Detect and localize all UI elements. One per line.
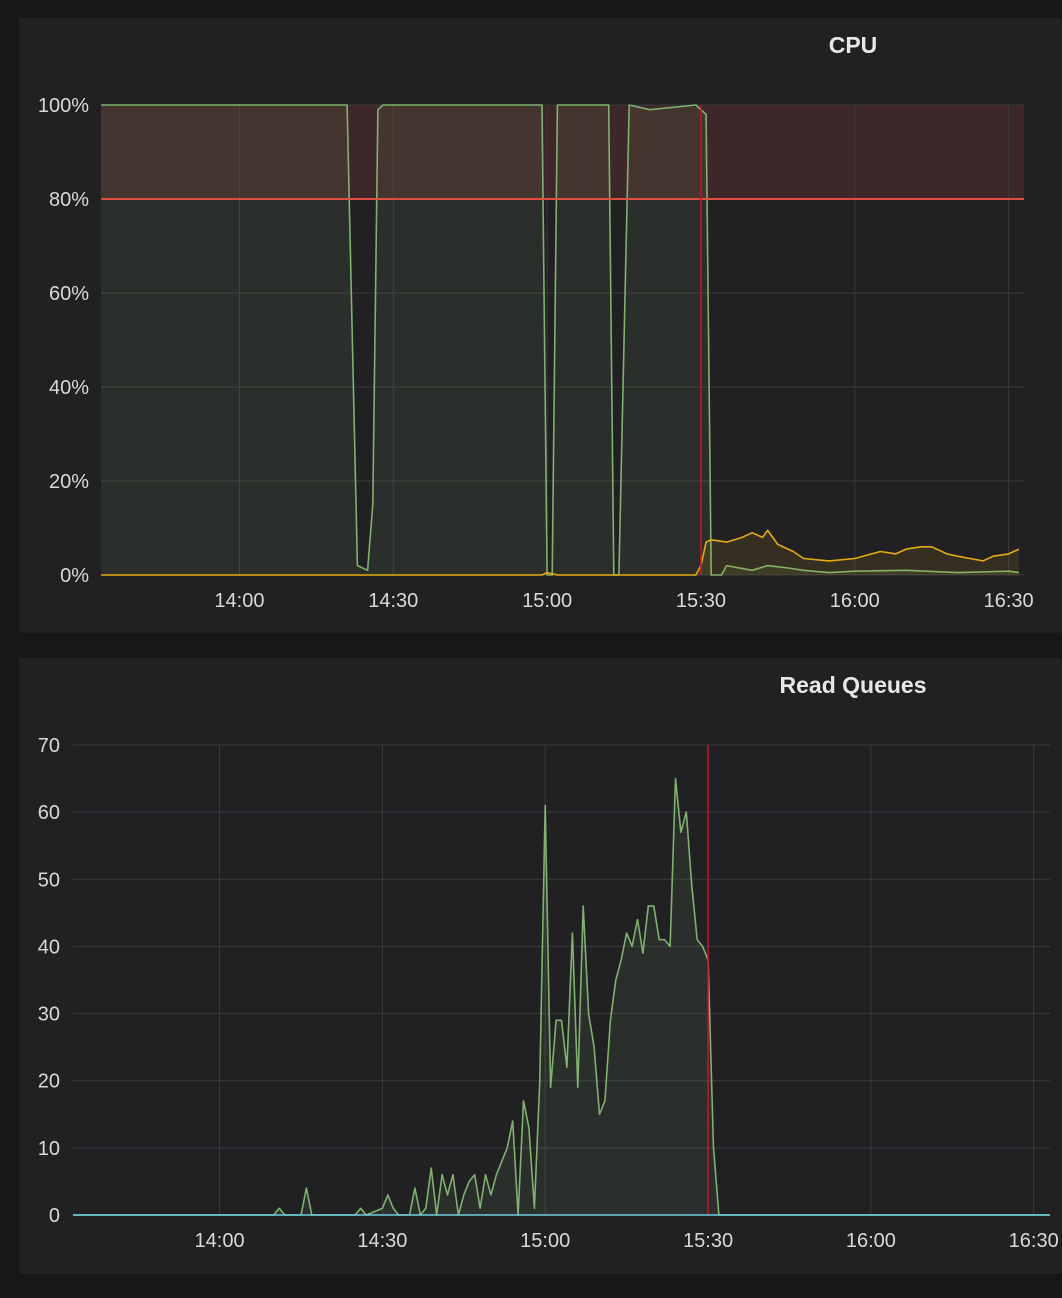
x-tick-label: 16:30 — [984, 590, 1034, 612]
y-tick-label: 30 — [38, 1004, 60, 1026]
y-tick-label: 50 — [38, 869, 60, 891]
y-tick-label: 20 — [38, 1071, 60, 1093]
read-queues-panel: Read Queues 0 10 20 30 40 50 60 70 14:00 14:30 15:… — [19, 658, 1062, 1274]
y-tick-label: 0 — [49, 1205, 60, 1227]
series-area — [101, 105, 1019, 575]
x-tick-label: 15:30 — [676, 590, 726, 612]
threshold-region — [101, 105, 1024, 199]
y-tick-label: 10 — [38, 1138, 60, 1160]
series-area — [73, 778, 1050, 1215]
x-tick-label: 15:00 — [522, 590, 572, 612]
x-tick-label: 15:30 — [683, 1230, 733, 1252]
series-area — [101, 530, 1019, 575]
series-line — [73, 777, 1050, 1216]
x-tick-label: 16:00 — [830, 590, 880, 612]
y-tick-label: 100% — [38, 95, 89, 117]
read-queues-chart: 0 10 20 30 40 50 60 70 14:00 14:30 15:00 15:30 16:00… — [38, 735, 1059, 1252]
cpu-chart: 0% 20% 40% 60% 80% 100% 14:00 14:30 15:00 15:30 16… — [38, 95, 1034, 612]
x-tick-label: 16:30 — [1009, 1230, 1059, 1252]
y-tick-label: 60 — [38, 802, 60, 824]
y-tick-label: 40% — [49, 377, 89, 399]
y-tick-label: 40 — [38, 936, 60, 958]
x-tick-label: 14:00 — [214, 590, 264, 612]
y-tick-label: 20% — [49, 471, 89, 493]
panel-title: Read Queues — [779, 672, 927, 698]
panel-title: CPU — [828, 32, 878, 58]
y-tick-label: 60% — [49, 283, 89, 305]
x-tick-label: 14:30 — [368, 590, 418, 612]
x-tick-label: 14:00 — [195, 1230, 245, 1252]
x-tick-label: 15:00 — [520, 1230, 570, 1252]
y-tick-label: 80% — [49, 189, 89, 211]
y-tick-label: 0% — [60, 565, 89, 587]
series-line — [101, 529, 1020, 576]
y-tick-label: 70 — [38, 735, 60, 757]
x-tick-label: 16:00 — [846, 1230, 896, 1252]
cpu-panel: CPU 0% 20% 40% 60% 80% 100% 14:00 14:30 15:00 15:… — [19, 18, 1062, 633]
x-tick-label: 14:30 — [357, 1230, 407, 1252]
